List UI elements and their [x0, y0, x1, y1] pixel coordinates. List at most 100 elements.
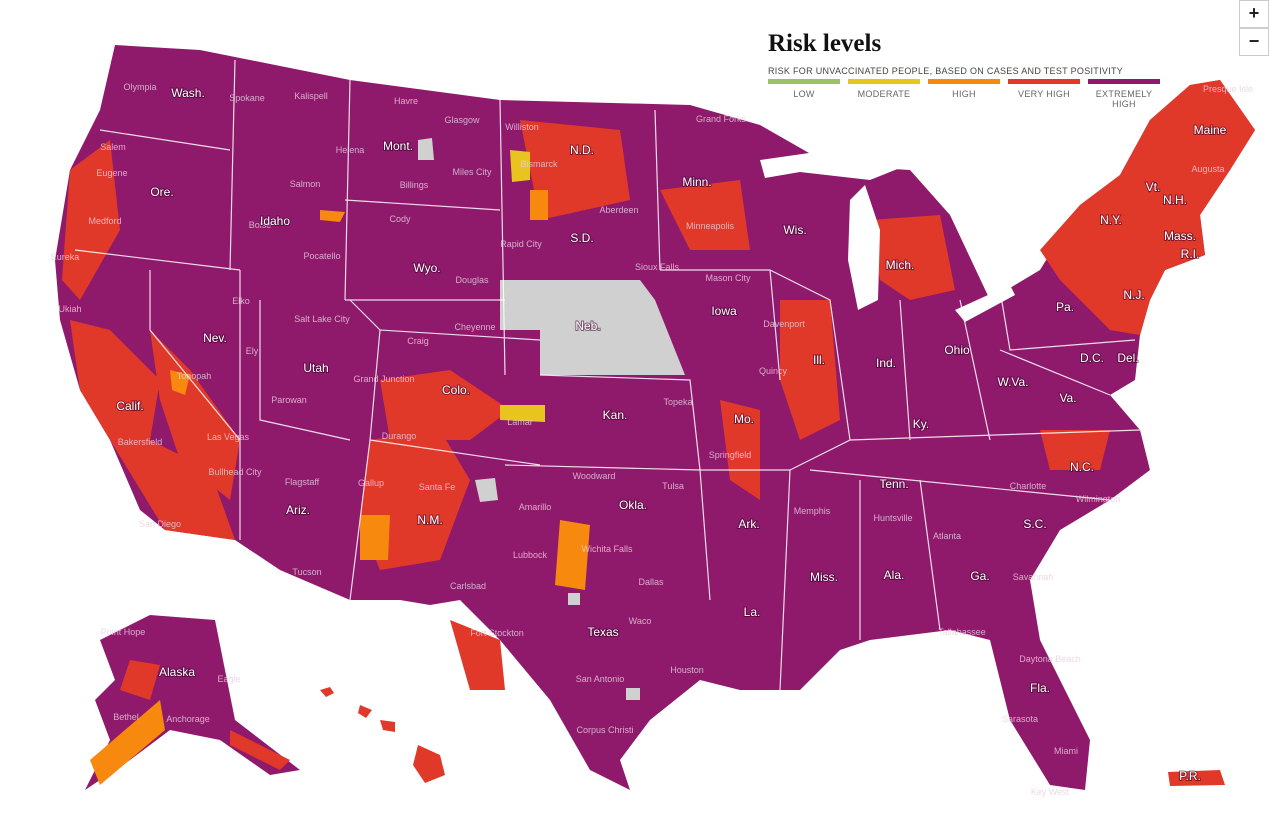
risk-patches	[62, 80, 1255, 770]
state-label: N.H.	[1163, 193, 1187, 207]
city-label: Dallas	[638, 577, 664, 587]
patch	[380, 370, 510, 440]
state-label: Mo.	[734, 412, 754, 426]
city-label: Augusta	[1191, 164, 1224, 174]
city-label: Grand Forks	[696, 114, 747, 124]
city-label: Lubbock	[513, 550, 548, 560]
legend-key: MODERATE	[848, 79, 920, 109]
state-label: Ohio	[944, 343, 970, 357]
borders	[74, 59, 1141, 691]
state-label: S.D.	[570, 231, 593, 245]
state-label: Ill.	[813, 353, 825, 367]
city-label: Anchorage	[166, 714, 210, 724]
patch	[660, 180, 750, 250]
state-label: Kan.	[603, 408, 628, 422]
city-label: Huntsville	[873, 513, 912, 523]
city-label: Olympia	[123, 82, 156, 92]
city-label: Bullhead City	[208, 467, 262, 477]
city-label: Tulsa	[662, 481, 684, 491]
state-label: Wash.	[171, 86, 205, 100]
legend-key: VERY HIGH	[1008, 79, 1080, 109]
city-label: Billings	[400, 180, 429, 190]
legend-title: Risk levels	[768, 30, 882, 57]
state-border	[74, 59, 1141, 691]
city-label: Elko	[232, 296, 250, 306]
city-label: Medford	[88, 216, 121, 226]
legend-keys: LOW MODERATE HIGH VERY HIGH EXTREMELY HIGH	[768, 79, 1168, 109]
legend-swatch	[768, 79, 840, 84]
city-label: Las Vegas	[207, 432, 250, 442]
state-label: Miss.	[810, 570, 838, 584]
city-label: Tallahassee	[938, 627, 986, 637]
city-label: Springfield	[709, 450, 752, 460]
city-label: Kalispell	[294, 91, 328, 101]
state-label: Utah	[303, 361, 328, 375]
state-label: La.	[744, 605, 761, 619]
legend-swatch	[1088, 79, 1160, 84]
legend-key: LOW	[768, 79, 840, 109]
patch	[1040, 430, 1110, 470]
high-patches	[90, 190, 590, 785]
city-label: Tucson	[292, 567, 321, 577]
state-label: Ind.	[876, 356, 896, 370]
zoom-out[interactable]: −	[1239, 28, 1269, 56]
city-label: Ukiah	[58, 304, 81, 314]
state-label: N.C.	[1070, 460, 1094, 474]
state-label: Del.	[1117, 351, 1138, 365]
city-label: Glasgow	[444, 115, 480, 125]
legend-label: HIGH	[952, 89, 976, 99]
city-label: Woodward	[573, 471, 616, 481]
city-label: Quincy	[759, 366, 788, 376]
city-label: Boise	[249, 220, 272, 230]
state-label: Neb.	[575, 319, 600, 333]
patch	[870, 215, 955, 300]
state-label: Wyo.	[413, 261, 440, 275]
state-label: Texas	[587, 625, 618, 639]
hawaii	[320, 687, 445, 783]
patch	[450, 620, 505, 690]
state-label: Colo.	[442, 383, 470, 397]
state-label: Ark.	[738, 517, 759, 531]
city-label: Carlsbad	[450, 581, 486, 591]
patch	[62, 140, 120, 300]
city-label: Wichita Falls	[581, 544, 633, 554]
city-label: Lamar	[507, 417, 533, 427]
city-label: Rapid City	[500, 239, 542, 249]
state-label: Ore.	[150, 185, 173, 199]
city-label: Flagstaff	[285, 477, 320, 487]
patch	[720, 400, 760, 500]
legend-label: MODERATE	[857, 89, 911, 99]
city-label: Daytona Beach	[1019, 654, 1081, 664]
state-label: Ala.	[884, 568, 905, 582]
city-label: Atlanta	[933, 531, 961, 541]
city-label: Minneapolis	[686, 221, 735, 231]
city-label: Tonopah	[177, 371, 212, 381]
state-label: Pa.	[1056, 300, 1074, 314]
state-label: Ky.	[913, 417, 929, 431]
state-label: Ga.	[970, 569, 989, 583]
city-label: Santa Fe	[419, 482, 456, 492]
city-label: Pocatello	[303, 251, 340, 261]
legend-swatch	[848, 79, 920, 84]
state-label: Mont.	[383, 139, 413, 153]
city-label: Ely	[246, 346, 259, 356]
zoom-in[interactable]: +	[1239, 0, 1269, 28]
state-label: Va.	[1059, 391, 1076, 405]
state-label: Idaho	[260, 214, 290, 228]
city-label: Craig	[407, 336, 429, 346]
legend-swatch	[928, 79, 1000, 84]
legend-swatch	[1008, 79, 1080, 84]
state-label: Tenn.	[879, 477, 908, 491]
city-label: Douglas	[455, 275, 489, 285]
city-label: Houston	[670, 665, 704, 675]
city-label: Williston	[505, 122, 539, 132]
legend-key: EXTREMELY HIGH	[1088, 79, 1160, 109]
state-label: Wis.	[783, 223, 806, 237]
city-label: Charlotte	[1010, 481, 1047, 491]
lakes	[760, 150, 1015, 322]
city-label: Salem	[100, 142, 126, 152]
state-label: R.I.	[1181, 247, 1200, 261]
city-label: Cody	[389, 214, 411, 224]
city-label: Mason City	[705, 273, 751, 283]
patch	[90, 190, 590, 785]
